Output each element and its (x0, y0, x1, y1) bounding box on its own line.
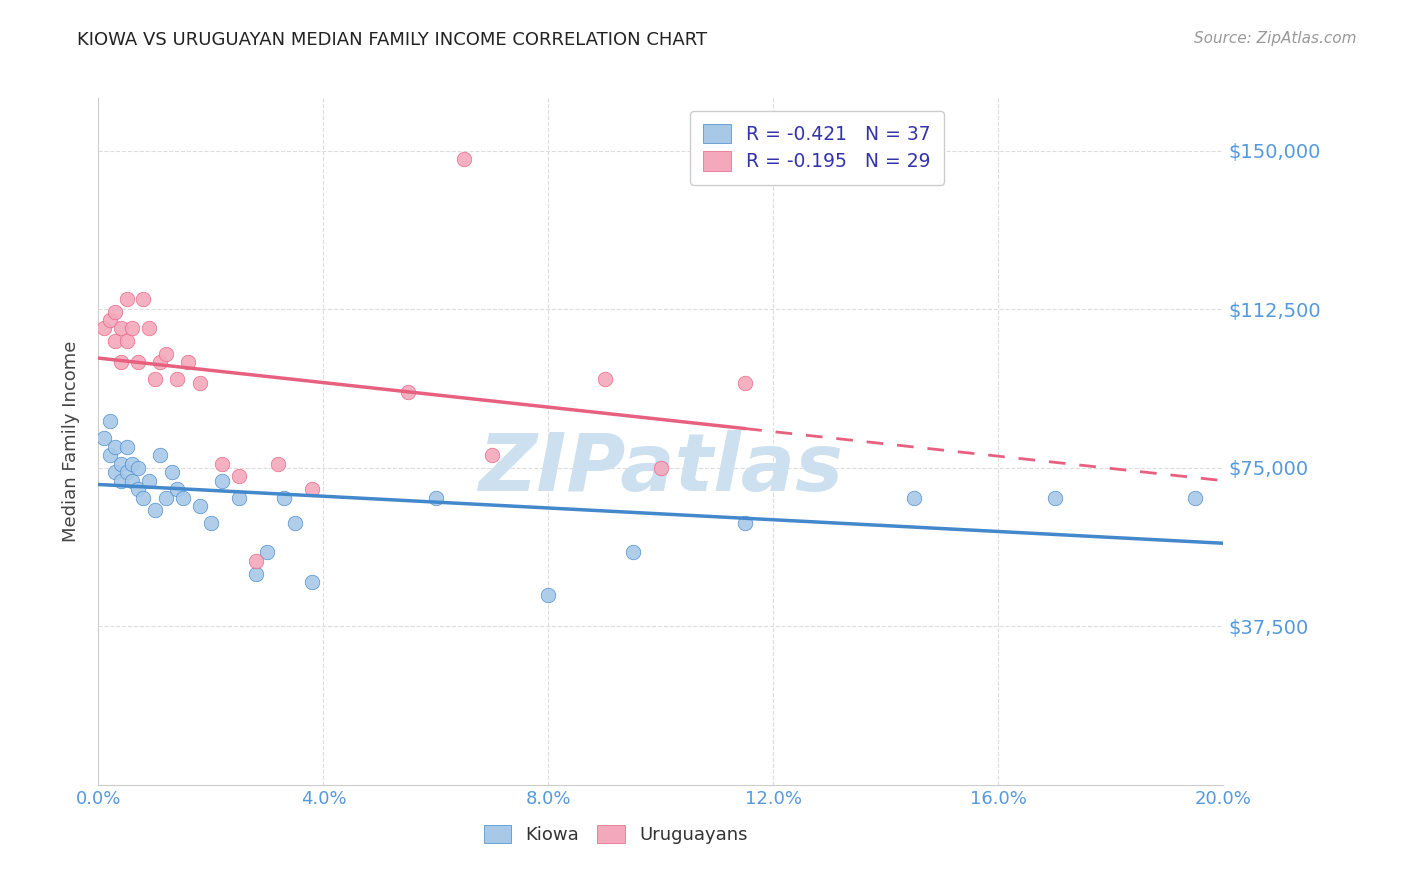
Point (621, 545, 644, 559)
Point (267, 457, 290, 471)
Point (396, 384, 419, 399)
Point (98, 414, 121, 428)
Point (98, 448, 121, 462)
Point (104, 334, 127, 348)
Point (110, 355, 132, 369)
Point (650, 461, 672, 475)
Point (132, 292, 155, 306)
Point (301, 482, 323, 496)
Point (481, 448, 503, 462)
Point (245, 566, 267, 581)
Point (425, 491, 447, 505)
Point (228, 491, 250, 505)
Point (155, 347, 177, 361)
Point (127, 461, 149, 475)
Text: ZIPatlas: ZIPatlas (478, 430, 844, 508)
Point (143, 372, 166, 386)
Point (166, 372, 188, 386)
Point (734, 516, 756, 530)
Point (93, 321, 115, 335)
Point (273, 491, 295, 505)
Point (200, 516, 222, 530)
Point (104, 304, 127, 318)
Point (160, 465, 183, 479)
Point (284, 516, 307, 530)
Point (138, 474, 160, 488)
Point (188, 376, 211, 391)
Point (537, 588, 560, 602)
Point (93, 431, 115, 445)
Point (172, 491, 194, 505)
Point (138, 321, 160, 335)
Point (104, 440, 127, 454)
Point (155, 491, 177, 505)
Point (127, 355, 149, 369)
Legend: Kiowa, Uruguayans: Kiowa, Uruguayans (477, 818, 755, 852)
Point (98, 313, 121, 327)
Point (110, 321, 132, 335)
Y-axis label: Median Family Income: Median Family Income (62, 341, 80, 542)
Point (1043, 491, 1066, 505)
Point (132, 491, 155, 505)
Point (211, 457, 233, 471)
Point (453, 153, 475, 167)
Point (177, 355, 200, 369)
Point (188, 499, 211, 513)
Point (149, 448, 172, 462)
Text: KIOWA VS URUGUAYAN MEDIAN FAMILY INCOME CORRELATION CHART: KIOWA VS URUGUAYAN MEDIAN FAMILY INCOME … (77, 31, 707, 49)
Point (115, 465, 138, 479)
Point (110, 457, 132, 471)
Point (127, 482, 149, 496)
Point (211, 474, 233, 488)
Point (245, 554, 267, 568)
Point (593, 372, 616, 386)
Point (166, 482, 188, 496)
Point (115, 292, 138, 306)
Point (734, 376, 756, 391)
Point (143, 503, 166, 517)
Point (256, 545, 278, 559)
Point (121, 321, 143, 335)
Point (115, 440, 138, 454)
Point (149, 355, 172, 369)
Point (1184, 491, 1206, 505)
Point (301, 575, 323, 590)
Point (121, 457, 143, 471)
Point (228, 469, 250, 483)
Point (104, 465, 127, 479)
Point (115, 334, 138, 348)
Point (903, 491, 925, 505)
Text: Source: ZipAtlas.com: Source: ZipAtlas.com (1194, 31, 1357, 46)
Point (121, 474, 143, 488)
Point (110, 474, 132, 488)
